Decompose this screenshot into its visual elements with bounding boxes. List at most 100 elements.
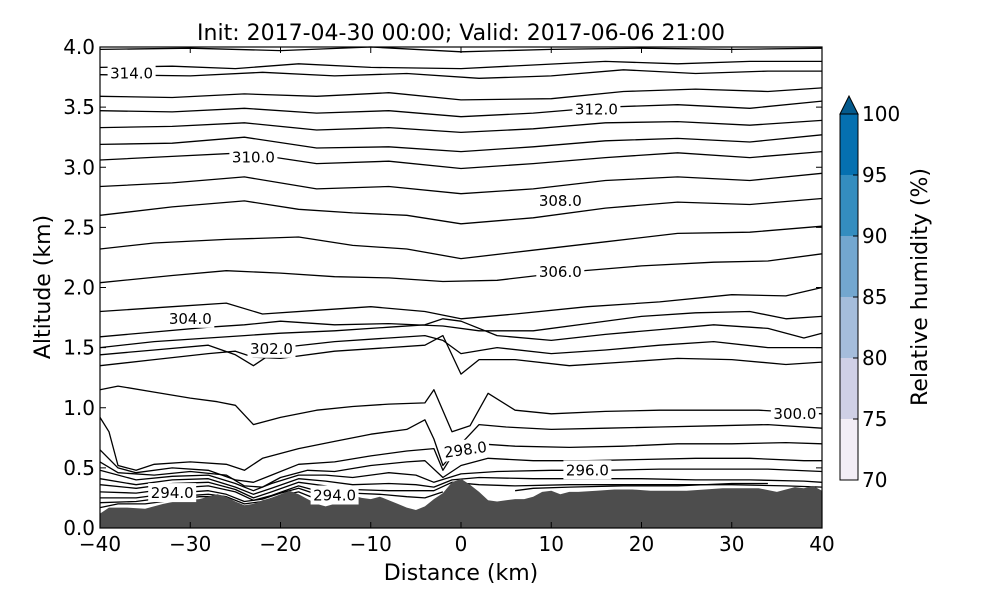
contour-label-group: 314.0 xyxy=(107,63,156,83)
colorbar-tick-label: 70 xyxy=(862,468,887,492)
x-tick-label: 40 xyxy=(809,532,834,556)
contour-line xyxy=(99,253,823,284)
y-axis-label: Altitude (km) xyxy=(31,215,56,359)
x-tick-label: 10 xyxy=(539,532,564,556)
contour-label-background xyxy=(536,190,585,210)
contour-line xyxy=(99,60,822,70)
x-tick-label: −40 xyxy=(79,532,121,556)
contour-label-group: 294.0 xyxy=(148,483,197,503)
contour-label: 302.0 xyxy=(250,340,293,358)
chart-title: Init: 2017-04-30 00:00; Valid: 2017-06-0… xyxy=(197,21,725,46)
terrain xyxy=(100,478,822,528)
contour-line xyxy=(99,318,823,349)
potential-temperature-contours xyxy=(99,46,823,509)
contour-line xyxy=(99,172,823,195)
colorbar-tick-label: 75 xyxy=(862,407,887,431)
contour-label-group: 306.0 xyxy=(536,261,585,281)
y-tick-label: 2.0 xyxy=(63,276,95,300)
contour-label-group: 300.0 xyxy=(770,403,819,423)
contour-label-group: 310.0 xyxy=(229,147,278,167)
contour-line xyxy=(515,482,768,492)
colorbar-segment xyxy=(840,236,858,297)
contour-label: 296.0 xyxy=(566,461,609,479)
contour-line xyxy=(99,310,823,338)
contour-label: 294.0 xyxy=(313,487,356,505)
contour-label-background xyxy=(563,460,612,480)
contour-label-group: 302.0 xyxy=(247,338,296,358)
contour-label: 300.0 xyxy=(773,405,816,423)
contour-label: 294.0 xyxy=(151,484,194,502)
colorbar-extend-arrow xyxy=(839,94,859,115)
x-tick-label: 0 xyxy=(455,532,468,556)
y-tick-label: 1.5 xyxy=(63,336,95,360)
x-tick-label: 20 xyxy=(629,532,654,556)
colorbar-segment xyxy=(840,297,858,358)
contour-label: 308.0 xyxy=(539,192,582,210)
colorbar-tick-label: 95 xyxy=(862,163,887,187)
contour-line xyxy=(99,134,823,153)
contour-label: 312.0 xyxy=(575,101,618,119)
x-axis: −40 −30 −20 −10 0 10 20 30 40 xyxy=(79,47,835,556)
contour-line xyxy=(99,417,823,471)
contour-label: 310.0 xyxy=(232,149,275,167)
contour-line xyxy=(99,225,823,260)
y-tick-label: 0.5 xyxy=(63,456,95,480)
x-tick-label: −10 xyxy=(350,532,392,556)
contour-line xyxy=(99,481,823,499)
y-tick-label: 4.0 xyxy=(63,35,95,59)
colorbar-tick-label: 80 xyxy=(862,346,887,370)
contour-label: 304.0 xyxy=(169,310,212,328)
contour-label: 298.0 xyxy=(443,438,488,462)
contour-labels: 314.0 312.0 310.0 308.0 306.0 304.0 302.0 300.0… xyxy=(107,63,819,505)
contour-line xyxy=(99,150,823,170)
contour-line xyxy=(99,197,823,225)
colorbar-tick-label: 100 xyxy=(862,102,900,126)
contour-line xyxy=(99,334,823,375)
contour-label-group: 312.0 xyxy=(572,99,621,119)
contour-label-background xyxy=(166,308,215,328)
contour-label-group: 304.0 xyxy=(166,308,215,328)
x-tick-label: 30 xyxy=(719,532,744,556)
contour-label-group: 294.0 xyxy=(310,485,359,505)
contour-line xyxy=(99,441,823,483)
plot-area: 314.0 312.0 310.0 308.0 306.0 304.0 302.0 300.0… xyxy=(99,46,823,529)
contour-line xyxy=(99,385,823,433)
contour-label: 314.0 xyxy=(110,65,153,83)
colorbar: 70 75 80 85 90 95 100 xyxy=(839,94,900,492)
contour-line xyxy=(99,100,823,118)
colorbar-segment xyxy=(840,419,858,480)
contour-line xyxy=(99,468,823,492)
contour-label-background xyxy=(572,99,621,119)
colorbar-segment xyxy=(840,175,858,236)
contour-label-background xyxy=(107,63,156,83)
colorbar-segment xyxy=(840,114,858,175)
contour-label-background xyxy=(229,147,278,167)
x-tick-label: −30 xyxy=(169,532,211,556)
x-tick-label: −20 xyxy=(259,532,301,556)
x-axis-label: Distance (km) xyxy=(384,561,539,586)
contour-line xyxy=(99,119,823,134)
y-tick-label: 2.5 xyxy=(63,215,95,239)
colorbar-segment xyxy=(840,358,858,419)
contour-line xyxy=(99,87,823,101)
y-tick-label: 3.0 xyxy=(63,155,95,179)
contour-line xyxy=(99,286,823,320)
contour-line xyxy=(99,69,822,79)
contour-label-group: 296.0 xyxy=(563,460,612,480)
colorbar-tick-label: 85 xyxy=(862,285,887,309)
colorbar-label: Relative humidity (%) xyxy=(908,168,933,406)
y-axis: 0.0 0.5 1.0 1.5 2.0 2.5 3.0 3.5 4.0 xyxy=(63,35,822,540)
contour-label-group: 298.0 xyxy=(440,436,491,463)
y-tick-label: 1.0 xyxy=(63,396,95,420)
contour-label-group: 308.0 xyxy=(536,190,585,210)
y-tick-label: 3.5 xyxy=(63,95,95,119)
contour-line xyxy=(99,457,822,488)
contour-label-background xyxy=(770,403,819,423)
contour-label-background xyxy=(148,483,197,503)
contour-label-background xyxy=(536,261,585,281)
contour-label-background xyxy=(440,436,491,463)
y-tick-label: 0.0 xyxy=(63,516,95,540)
colorbar-tick-label: 90 xyxy=(862,224,887,248)
contour-label-background xyxy=(247,338,296,358)
